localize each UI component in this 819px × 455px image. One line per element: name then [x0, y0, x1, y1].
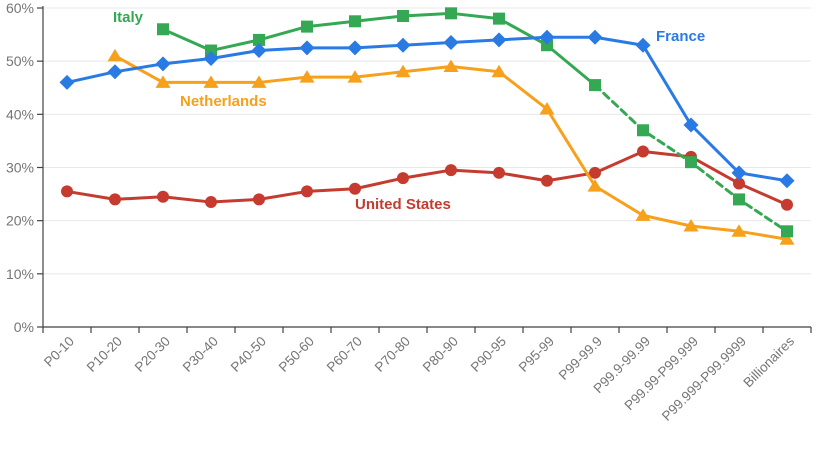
y-axis-label: 10% [6, 266, 34, 282]
data-point-united-states[interactable] [733, 177, 745, 190]
data-point-italy[interactable] [301, 20, 313, 33]
data-point-netherlands[interactable] [635, 208, 651, 221]
x-axis-label: P70-80 [372, 334, 413, 375]
x-axis-label: P60-70 [324, 334, 365, 375]
data-point-italy[interactable] [733, 193, 745, 206]
series-line-italy [161, 11, 597, 87]
data-point-france[interactable] [443, 35, 459, 51]
data-point-italy[interactable] [397, 9, 409, 22]
y-axis-label: 50% [6, 53, 34, 69]
data-point-united-states[interactable] [205, 196, 217, 209]
data-point-italy[interactable] [493, 12, 505, 25]
data-point-united-states[interactable] [445, 164, 457, 177]
data-point-france[interactable] [203, 51, 219, 67]
data-point-united-states[interactable] [109, 193, 121, 206]
series-label-france: France [656, 28, 706, 45]
data-point-france[interactable] [347, 40, 363, 56]
data-point-united-states[interactable] [781, 198, 793, 211]
series-label-united-states: United States [355, 196, 451, 213]
data-point-netherlands[interactable] [587, 179, 603, 192]
data-point-netherlands[interactable] [155, 75, 171, 88]
data-point-netherlands[interactable] [347, 70, 363, 83]
series-label-netherlands: Netherlands [180, 93, 267, 110]
x-axis-label: P99.999-P99.9999 [659, 334, 749, 424]
data-point-netherlands[interactable] [779, 232, 795, 245]
data-point-italy[interactable] [205, 44, 217, 57]
data-point-italy[interactable] [781, 225, 793, 238]
data-point-italy[interactable] [685, 156, 697, 169]
data-point-united-states[interactable] [253, 193, 265, 206]
x-axis-label: P90-95 [468, 334, 509, 375]
data-point-united-states[interactable] [541, 174, 553, 187]
data-point-united-states[interactable] [157, 190, 169, 203]
data-point-france[interactable] [635, 37, 651, 53]
data-point-netherlands[interactable] [443, 59, 459, 72]
data-point-italy[interactable] [445, 7, 457, 20]
data-point-france[interactable] [395, 37, 411, 53]
x-axis-label: P99-99.9 [556, 334, 605, 383]
y-axis-label: 60% [6, 0, 34, 16]
data-point-france[interactable] [59, 74, 75, 90]
data-point-netherlands[interactable] [395, 64, 411, 78]
x-axis-label: P20-30 [132, 334, 173, 375]
x-axis-label: P80-90 [420, 334, 461, 375]
x-axis-label: P0-10 [41, 334, 77, 370]
data-point-netherlands[interactable] [539, 102, 555, 115]
data-point-united-states[interactable] [493, 166, 505, 179]
data-point-france[interactable] [155, 56, 171, 72]
data-point-netherlands[interactable] [491, 64, 507, 78]
series-line-netherlands [113, 54, 789, 241]
data-point-netherlands[interactable] [203, 75, 219, 88]
data-point-france[interactable] [299, 40, 315, 56]
y-axis-label: 30% [6, 160, 34, 176]
data-point-france[interactable] [587, 29, 603, 45]
data-point-italy[interactable] [349, 15, 361, 28]
y-axis-label: 0% [14, 319, 34, 335]
y-axis-label: 40% [6, 106, 34, 122]
series-label-italy: Italy [113, 9, 144, 26]
x-axis-label: P95-99 [516, 334, 557, 375]
data-point-united-states[interactable] [349, 182, 361, 195]
x-axis-label: P50-60 [276, 334, 317, 375]
data-point-united-states[interactable] [637, 145, 649, 158]
data-point-united-states[interactable] [301, 185, 313, 198]
data-point-italy[interactable] [157, 23, 169, 36]
y-axis-label: 20% [6, 213, 34, 229]
data-point-france[interactable] [731, 165, 747, 181]
data-point-italy[interactable] [589, 79, 601, 92]
data-point-italy[interactable] [637, 124, 649, 137]
data-point-netherlands[interactable] [731, 224, 747, 237]
data-point-netherlands[interactable] [107, 48, 123, 62]
x-axis-label: P40-50 [228, 334, 269, 375]
x-axis-label: P10-20 [84, 334, 125, 375]
data-point-italy[interactable] [541, 39, 553, 52]
data-point-netherlands[interactable] [683, 218, 699, 232]
data-point-italy[interactable] [253, 33, 265, 46]
data-point-france[interactable] [683, 117, 699, 133]
data-point-netherlands[interactable] [299, 70, 315, 83]
x-axis-label: P30-40 [180, 334, 221, 375]
data-point-france[interactable] [539, 29, 555, 45]
series-line-united-states [65, 150, 789, 207]
x-axis-label: Billionaires [740, 333, 797, 390]
data-point-france[interactable] [251, 43, 267, 59]
data-point-netherlands[interactable] [251, 75, 267, 88]
data-point-france[interactable] [107, 64, 123, 80]
data-point-united-states[interactable] [589, 166, 601, 179]
data-point-france[interactable] [491, 32, 507, 48]
data-point-united-states[interactable] [61, 185, 73, 198]
series-line-france [65, 35, 789, 183]
data-point-united-states[interactable] [397, 172, 409, 185]
data-point-france[interactable] [779, 173, 795, 189]
